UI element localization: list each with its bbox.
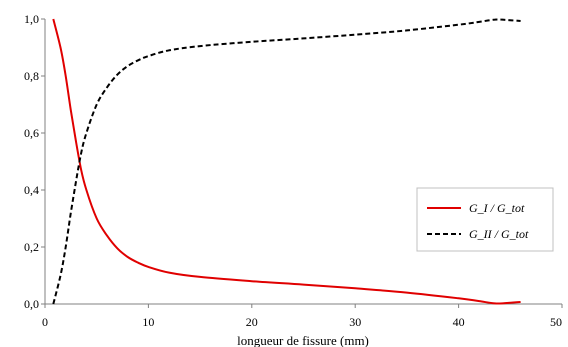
legend-label-g-ii: G_II / G_tot — [469, 227, 529, 241]
y-tick-label: 0,2 — [24, 240, 39, 254]
x-axis-title: longueur de fissure (mm) — [237, 333, 369, 347]
y-tick-label: 0,8 — [24, 69, 39, 83]
legend-label-g-i: G_I / G_tot — [469, 201, 525, 215]
x-tick-label: 30 — [349, 315, 361, 329]
x-tick-label: 20 — [246, 315, 258, 329]
x-tick-label: 10 — [142, 315, 154, 329]
series-lines — [52, 18, 521, 305]
x-tick-label: 0 — [42, 315, 48, 329]
legend-box — [416, 187, 554, 252]
y-tick-label: 0,6 — [24, 126, 39, 140]
x-tick-label: 40 — [453, 315, 465, 329]
series-line-g-i — [52, 18, 521, 305]
x-tick-labels: 0 10 20 30 40 50 — [42, 304, 563, 329]
series-line-g-ii — [52, 18, 521, 305]
y-tick-label: 0,4 — [24, 183, 39, 197]
y-tick-labels: 0,0 0,2 0,4 0,6 0,8 1,0 — [24, 12, 45, 311]
legend: G_I / G_tot G_II / G_tot — [416, 187, 554, 252]
y-tick-label: 1,0 — [24, 12, 39, 26]
y-tick-label: 0,0 — [24, 297, 39, 311]
x-tick-label: 50 — [550, 315, 562, 329]
axes — [44, 19, 562, 305]
